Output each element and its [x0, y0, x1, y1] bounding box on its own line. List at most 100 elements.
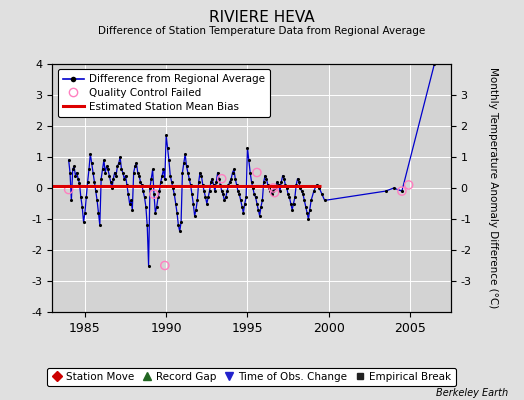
Point: [173, 210, 181, 216]
Point: [265, 185, 274, 191]
Point: [69, 166, 77, 173]
Point: [258, 197, 267, 204]
Point: [268, 191, 276, 197]
Point: [269, 188, 277, 194]
Text: Difference of Station Temperature Data from Regional Average: Difference of Station Temperature Data f…: [99, 26, 425, 36]
Point: [64, 186, 73, 193]
Point: [123, 182, 131, 188]
Point: [115, 160, 123, 166]
Point: [203, 200, 211, 207]
Point: [81, 210, 89, 216]
Point: [236, 197, 245, 204]
Point: [405, 182, 413, 188]
Point: [85, 166, 93, 173]
Point: [185, 176, 193, 182]
Point: [222, 194, 230, 200]
Point: [278, 172, 287, 179]
Point: [264, 182, 272, 188]
Point: [88, 160, 96, 166]
Point: [104, 166, 112, 173]
Point: [178, 169, 187, 176]
Point: [273, 178, 281, 185]
Point: [141, 203, 150, 210]
Point: [66, 169, 74, 176]
Point: [159, 166, 168, 173]
Legend: Station Move, Record Gap, Time of Obs. Change, Empirical Break: Station Move, Record Gap, Time of Obs. C…: [47, 368, 456, 386]
Point: [250, 191, 258, 197]
Point: [253, 200, 261, 207]
Point: [212, 178, 221, 185]
Point: [167, 178, 176, 185]
Point: [74, 176, 82, 182]
Point: [170, 191, 179, 197]
Point: [97, 176, 105, 182]
Point: [206, 178, 215, 185]
Point: [204, 194, 212, 200]
Point: [239, 210, 247, 216]
Point: [299, 191, 307, 197]
Point: [254, 206, 263, 213]
Point: [219, 191, 227, 197]
Point: [280, 176, 288, 182]
Y-axis label: Monthly Temperature Anomaly Difference (°C): Monthly Temperature Anomaly Difference (…: [488, 67, 498, 309]
Point: [82, 194, 91, 200]
Point: [201, 194, 210, 200]
Point: [224, 182, 233, 188]
Point: [78, 203, 86, 210]
Point: [169, 185, 177, 191]
Point: [100, 157, 108, 163]
Point: [193, 197, 202, 204]
Point: [182, 163, 191, 170]
Point: [148, 166, 157, 173]
Point: [122, 172, 130, 179]
Point: [227, 176, 235, 182]
Point: [318, 191, 326, 197]
Point: [77, 194, 85, 200]
Point: [95, 222, 104, 228]
Point: [213, 169, 222, 176]
Point: [217, 176, 226, 182]
Point: [231, 176, 239, 182]
Point: [127, 197, 135, 204]
Point: [165, 157, 173, 163]
Point: [291, 194, 299, 200]
Point: [233, 182, 241, 188]
Point: [226, 178, 234, 185]
Point: [152, 203, 161, 210]
Point: [138, 182, 146, 188]
Point: [196, 169, 204, 176]
Point: [230, 166, 238, 173]
Point: [146, 185, 154, 191]
Point: [252, 194, 260, 200]
Point: [242, 194, 250, 200]
Point: [292, 182, 300, 188]
Point: [272, 182, 280, 188]
Point: [215, 176, 223, 182]
Text: RIVIERE HEVA: RIVIERE HEVA: [209, 10, 315, 25]
Point: [120, 176, 128, 182]
Point: [129, 169, 138, 176]
Point: [67, 197, 75, 204]
Point: [143, 222, 151, 228]
Point: [177, 219, 185, 225]
Point: [197, 172, 205, 179]
Point: [398, 188, 406, 194]
Point: [303, 210, 311, 216]
Point: [266, 188, 275, 194]
Point: [194, 178, 203, 185]
Point: [217, 188, 226, 194]
Point: [75, 180, 84, 186]
Point: [90, 178, 99, 185]
Point: [112, 172, 121, 179]
Point: [158, 172, 166, 179]
Point: [93, 197, 101, 204]
Point: [139, 188, 147, 194]
Point: [181, 151, 189, 157]
Point: [253, 169, 261, 176]
Point: [132, 160, 140, 166]
Point: [243, 144, 252, 151]
Point: [157, 178, 165, 185]
Point: [106, 178, 115, 185]
Point: [105, 172, 114, 179]
Point: [270, 185, 279, 191]
